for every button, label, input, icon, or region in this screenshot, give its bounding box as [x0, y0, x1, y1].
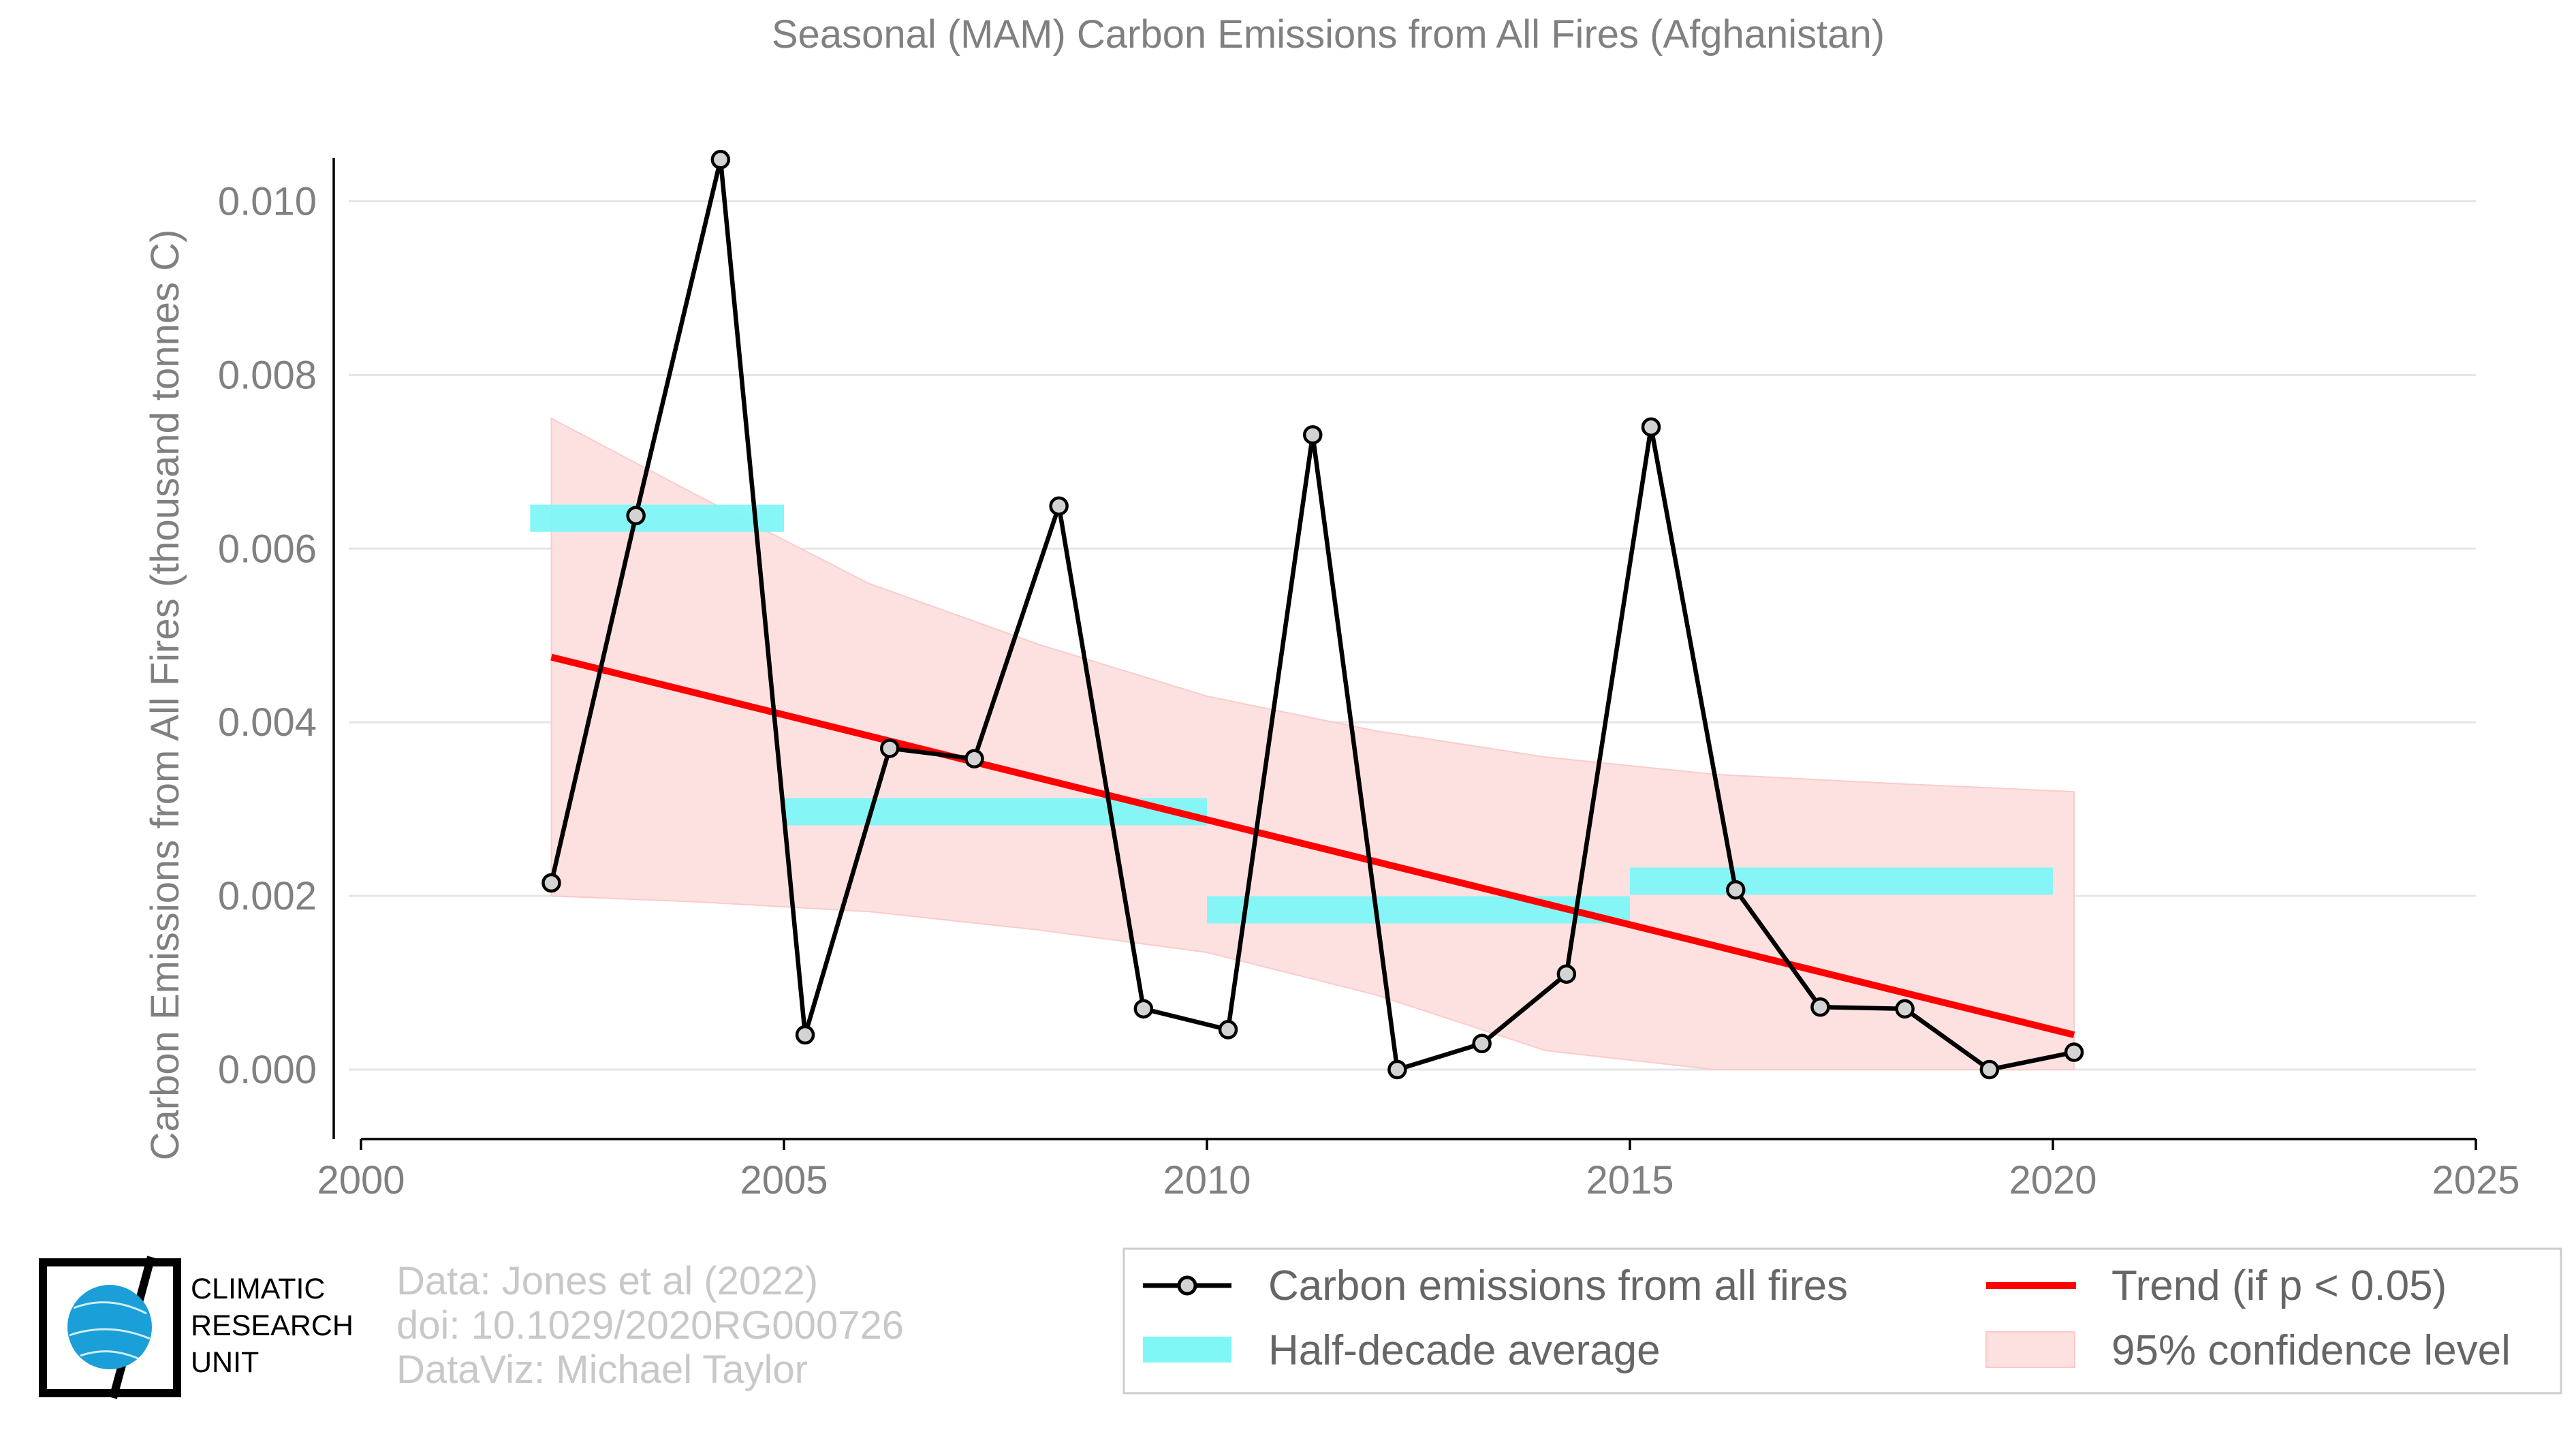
y-tick-label: 0.010	[218, 179, 317, 223]
emissions-layer	[541, 150, 2084, 1080]
logo-line-3: UNIT	[191, 1346, 259, 1379]
y-tick-label: 0.000	[218, 1048, 317, 1092]
credit-doi: doi: 10.1029/2020RG000726	[396, 1303, 904, 1348]
emissions-point	[795, 1025, 815, 1045]
y-tick-label: 0.006	[218, 527, 317, 571]
cru-logo: CLIMATIC RESEARCH UNIT	[39, 1256, 354, 1399]
emissions-point	[1726, 880, 1746, 900]
globe-icon	[67, 1285, 152, 1369]
y-tick-label: 0.002	[218, 874, 317, 918]
confidence-band	[550, 417, 2075, 1071]
legend-key-half-decade	[1143, 1337, 1231, 1363]
emissions-point	[1641, 417, 1661, 437]
emissions-point	[964, 749, 984, 768]
emissions-point	[1472, 1033, 1492, 1054]
x-tick-label: 2010	[1163, 1158, 1251, 1202]
emissions-point	[1303, 425, 1323, 445]
x-tick-label: 2005	[740, 1158, 828, 1202]
logo-frame-right	[135, 1258, 181, 1397]
x-tick-label: 2020	[2009, 1158, 2096, 1202]
credit-dataviz: DataViz: Michael Taylor	[396, 1348, 808, 1392]
emissions-point	[541, 873, 561, 893]
logo-line-2: RESEARCH	[191, 1309, 354, 1342]
logo-line-1: CLIMATIC	[191, 1273, 326, 1305]
emissions-point	[1810, 997, 1830, 1017]
emissions-point	[880, 738, 900, 758]
half-decade-bar	[1630, 867, 2053, 895]
trend-layer	[550, 653, 2075, 1038]
half-decade-bar	[530, 504, 784, 532]
legend: Carbon emissions from all fires Trend (i…	[1122, 1247, 2562, 1395]
confidence-band-area	[550, 417, 2075, 1071]
legend-label-trend: Trend (if p < 0.05)	[2111, 1262, 2447, 1309]
emissions-point	[1387, 1059, 1407, 1080]
y-tick-label: 0.008	[218, 353, 317, 397]
credit-data: Data: Jones et al (2022)	[396, 1259, 818, 1303]
logo-frame-left	[39, 1258, 144, 1397]
legend-key-emissions-marker	[1177, 1275, 1197, 1296]
axes: 0.000 0.002 0.004 0.006 0.008 0.010 2000 2005 20…	[218, 157, 2520, 1202]
emissions-point	[1979, 1059, 2000, 1080]
emissions-point	[1218, 1020, 1238, 1040]
x-tick-label: 2000	[317, 1158, 405, 1202]
x-tick-label: 2025	[2432, 1158, 2519, 1202]
legend-label-half-decade: Half-decade average	[1268, 1327, 1661, 1374]
y-tick-label: 0.004	[218, 700, 317, 745]
emissions-point	[2064, 1042, 2084, 1062]
emissions-point	[626, 505, 646, 526]
emissions-point	[1133, 999, 1154, 1019]
chart-title: Seasonal (MAM) Carbon Emissions from All…	[772, 12, 1885, 57]
emissions-point	[1556, 964, 1577, 984]
legend-label-emissions: Carbon emissions from all fires	[1268, 1262, 1848, 1309]
emissions-point	[1049, 496, 1069, 516]
legend-label-confidence: 95% confidence level	[2111, 1327, 2511, 1374]
trend-line	[550, 653, 2075, 1038]
legend-key-confidence	[1985, 1331, 2075, 1368]
y-axis-label: Carbon Emissions from All Fires (thousan…	[143, 230, 187, 1161]
emissions-point	[1895, 999, 1915, 1019]
emissions-point	[710, 150, 731, 170]
globe-lines	[69, 1301, 151, 1360]
legend-frame	[1122, 1247, 2562, 1395]
x-tick-label: 2015	[1586, 1158, 1674, 1202]
